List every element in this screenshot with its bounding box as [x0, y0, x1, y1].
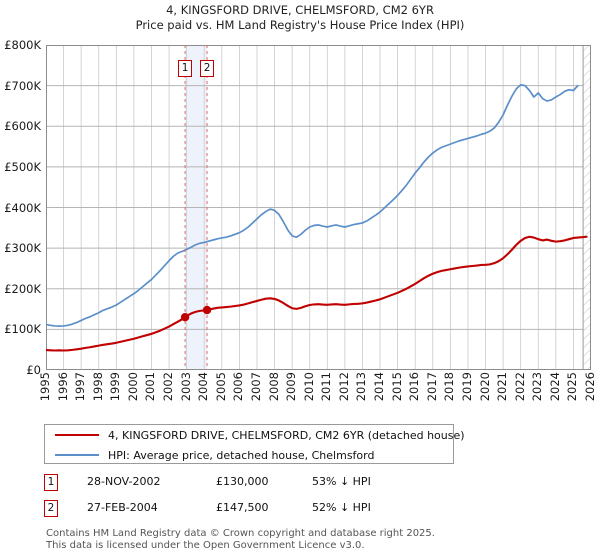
legend-swatch-property — [55, 434, 99, 436]
x-axis-tick-label: 2013 — [354, 372, 369, 402]
legend-swatch-hpi — [55, 454, 99, 456]
x-axis-tick-label: 2019 — [459, 372, 474, 402]
x-axis-tick-label: 2017 — [424, 372, 439, 402]
x-axis-tick-label: 2010 — [301, 372, 316, 402]
x-axis-tick-label: 2006 — [231, 372, 246, 402]
transaction-date-1: 28-NOV-2002 — [87, 475, 161, 488]
transaction-badge-2: 2 — [44, 500, 58, 517]
chart-marker-badge-1[interactable]: 1 — [178, 60, 193, 77]
x-axis-tick-label: 2004 — [196, 372, 211, 402]
chart-legend: 4, KINGSFORD DRIVE, CHELMSFORD, CM2 6YR … — [44, 424, 465, 465]
x-axis-tick-label: 1998 — [90, 372, 105, 402]
x-axis-tick-label: 2020 — [477, 372, 492, 402]
x-axis-tick-label: 2012 — [336, 372, 351, 402]
table-row[interactable]: 1 28-NOV-2002 £130,000 53% ↓ HPI — [44, 472, 504, 498]
legend-label-hpi: HPI: Average price, detached house, Chel… — [108, 448, 375, 462]
y-axis-tick-label: £500K — [4, 159, 41, 174]
x-axis-tick-label: 1995 — [38, 372, 52, 402]
page-title: 4, KINGSFORD DRIVE, CHELMSFORD, CM2 6YR … — [0, 3, 600, 33]
y-axis-labels: £0 £100K £200K £300K £400K £500K £600K £700K £80… — [0, 38, 44, 377]
x-axis-tick-label: 2016 — [407, 372, 422, 402]
x-axis-tick-label: 2015 — [389, 372, 404, 402]
x-axis-tick-label: 2014 — [372, 372, 387, 402]
transaction-price-2: £147,500 — [216, 501, 269, 514]
x-axis-tick-label: 2022 — [512, 372, 527, 402]
x-axis-tick-label: 2011 — [319, 372, 334, 402]
y-axis-tick-label: £100K — [4, 322, 41, 337]
x-axis-tick-label: 1996 — [55, 372, 70, 402]
transaction-date-2: 27-FEB-2004 — [87, 501, 158, 514]
x-axis-tick-label: 2001 — [143, 372, 158, 402]
legend-label-property: 4, KINGSFORD DRIVE, CHELMSFORD, CM2 6YR … — [108, 428, 465, 442]
y-axis-tick-label: £0 — [26, 363, 41, 377]
footer-line-licence: This data is licensed under the Open Gov… — [46, 540, 365, 551]
x-axis-tick-label: 2000 — [125, 372, 140, 402]
x-axis-tick-label: 2007 — [248, 372, 263, 402]
chart-marker-badge-2[interactable]: 2 — [200, 60, 215, 77]
price-history-line-chart — [46, 45, 591, 370]
transaction-badge-1: 1 — [44, 474, 58, 491]
x-axis-tick-label: 2021 — [495, 372, 510, 402]
title-subtitle: Price paid vs. HM Land Registry's House … — [135, 18, 465, 32]
footer-attribution: Contains HM Land Registry data © Crown c… — [46, 528, 586, 552]
table-row[interactable]: 2 27-FEB-2004 £147,500 52% ↓ HPI — [44, 498, 504, 524]
y-axis-tick-label: £400K — [4, 200, 41, 215]
x-axis-tick-label: 1999 — [108, 372, 123, 402]
y-axis-tick-label: £300K — [4, 241, 41, 256]
x-axis-tick-label: 2025 — [565, 372, 580, 402]
x-axis-tick-label: 2003 — [178, 372, 193, 402]
x-axis-tick-label: 2005 — [213, 372, 228, 402]
x-axis-tick-label: 2024 — [547, 372, 562, 402]
x-axis-tick-label: 2009 — [284, 372, 299, 402]
x-axis-tick-label: 2018 — [442, 372, 457, 402]
x-axis-tick-label: 2026 — [583, 372, 597, 402]
transaction-price-1: £130,000 — [216, 475, 269, 488]
transaction-hpi-delta-2: 52% ↓ HPI — [312, 501, 371, 514]
legend-item-hpi: HPI: Average price, detached house, Chel… — [45, 445, 453, 465]
legend-item-property: 4, KINGSFORD DRIVE, CHELMSFORD, CM2 6YR … — [45, 425, 465, 445]
transactions-table: 1 28-NOV-2002 £130,000 53% ↓ HPI 2 27-FE… — [44, 472, 504, 524]
y-axis-tick-label: £200K — [4, 281, 41, 296]
x-axis-labels: 1995 1996 1997 1998 1999 2000 2001 2002 2003 2004… — [38, 372, 597, 418]
chart-plot-area — [46, 45, 591, 370]
title-address: 4, KINGSFORD DRIVE, CHELMSFORD, CM2 6YR — [166, 3, 434, 17]
transaction-hpi-delta-1: 53% ↓ HPI — [312, 475, 371, 488]
x-axis-tick-label: 1997 — [73, 372, 88, 402]
y-axis-tick-label: £800K — [4, 38, 41, 52]
y-axis-tick-label: £600K — [4, 119, 41, 134]
x-axis-tick-label: 2023 — [530, 372, 545, 402]
footer-line-copyright: Contains HM Land Registry data © Crown c… — [46, 528, 435, 539]
x-axis-tick-label: 2002 — [161, 372, 176, 402]
x-axis-tick-label: 2008 — [266, 372, 281, 402]
y-axis-tick-label: £700K — [4, 78, 41, 93]
